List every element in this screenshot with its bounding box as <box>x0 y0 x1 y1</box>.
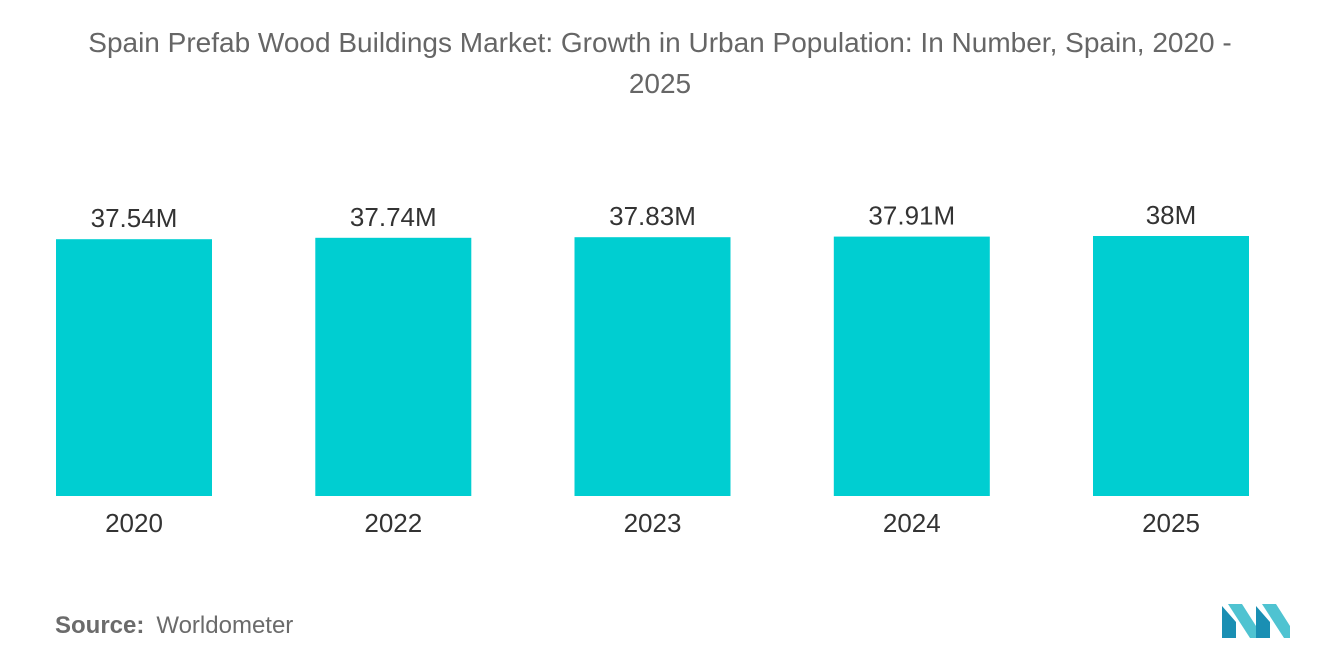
x-tick-label-2022: 2022 <box>364 508 422 538</box>
x-tick-label-2024: 2024 <box>883 508 941 538</box>
data-label-2025: 38M <box>1146 200 1197 230</box>
bar-2023 <box>574 237 731 496</box>
data-label-2024: 37.91M <box>868 201 955 231</box>
data-label-2020: 37.54M <box>91 203 178 233</box>
logo-shape-4 <box>1262 604 1290 638</box>
bar-2024 <box>833 236 990 496</box>
source-value: Worldometer <box>156 612 294 639</box>
mordor-intelligence-logo-icon <box>1222 604 1290 638</box>
logo-shape-1 <box>1222 606 1236 638</box>
chart-title-line-1: Spain Prefab Wood Buildings Market: Grow… <box>88 27 1232 58</box>
logo-shape-2 <box>1228 604 1256 638</box>
chart-title: Spain Prefab Wood Buildings Market: Grow… <box>0 22 1320 104</box>
source-note: Source: Worldometer <box>55 612 293 640</box>
bar-2020 <box>56 239 212 496</box>
data-label-2022: 37.74M <box>350 202 437 232</box>
bar-2022 <box>315 237 472 497</box>
logo-shape-3 <box>1256 606 1270 638</box>
x-tick-label-2023: 2023 <box>624 508 682 538</box>
chart-title-line-2: 2025 <box>628 68 692 99</box>
bar-2025 <box>1093 236 1249 496</box>
x-tick-label-2025: 2025 <box>1142 508 1200 538</box>
source-label: Source: <box>55 612 145 639</box>
x-tick-label-2020: 2020 <box>105 508 163 538</box>
data-label-2023: 37.83M <box>609 201 696 231</box>
